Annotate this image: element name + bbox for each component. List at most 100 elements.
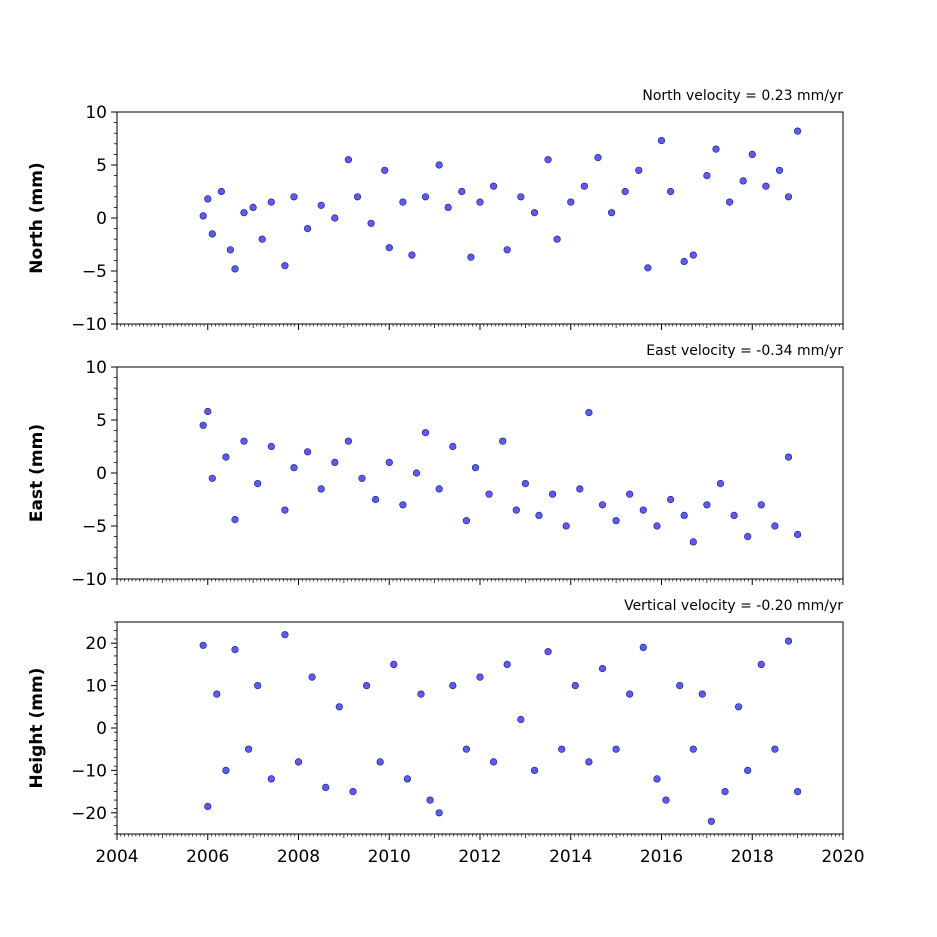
height-y-axis-label: Height (mm) xyxy=(27,668,47,789)
north-data-point xyxy=(580,182,589,190)
height-data-point xyxy=(199,641,207,649)
east-plot-frame xyxy=(116,366,844,580)
north-y-tick-label: 5 xyxy=(96,156,107,176)
north-data-point xyxy=(517,193,525,201)
east-y-tick-label: −5 xyxy=(82,517,107,537)
north-data-point xyxy=(435,161,443,169)
north-data-point xyxy=(607,209,616,217)
height-data-point xyxy=(734,703,743,711)
east-data-point xyxy=(290,464,298,472)
east-data-point xyxy=(208,474,216,482)
height-x-tick-label: 2008 xyxy=(277,847,320,867)
north-data-point xyxy=(381,166,389,174)
east-panel-title: East velocity = -0.34 mm/yr xyxy=(646,343,843,359)
height-x-tick-label: 2020 xyxy=(821,847,864,867)
east-data-point xyxy=(267,442,275,451)
north-data-point xyxy=(458,187,466,196)
east-data-point xyxy=(222,453,230,461)
height-x-tick-label: 2004 xyxy=(95,847,138,867)
east-data-point xyxy=(385,458,393,467)
east-data-point xyxy=(793,530,802,539)
east-data-point xyxy=(535,511,543,520)
height-data-point xyxy=(426,796,434,804)
height-data-point xyxy=(335,703,343,711)
height-data-point xyxy=(530,766,539,775)
north-data-point xyxy=(204,195,212,203)
east-data-point xyxy=(512,506,520,514)
height-x-tick-label: 2010 xyxy=(368,847,411,867)
east-data-point xyxy=(204,407,212,416)
north-data-point xyxy=(385,244,393,252)
height-panel-title: Vertical velocity = -0.20 mm/yr xyxy=(624,598,843,614)
north-data-point xyxy=(344,156,353,164)
height-data-point xyxy=(626,690,634,698)
east-data-point xyxy=(653,522,661,530)
east-data-point xyxy=(689,538,697,546)
height-data-point xyxy=(403,775,412,783)
height-y-tick-label: 20 xyxy=(85,634,107,654)
east-data-point xyxy=(281,506,289,514)
north-data-point xyxy=(689,251,697,259)
north-data-point xyxy=(762,182,770,190)
north-data-point xyxy=(258,235,266,243)
height-data-point xyxy=(771,745,779,753)
east-data-point xyxy=(639,506,647,514)
height-x-tick-label: 2006 xyxy=(186,847,229,867)
east-data-point xyxy=(521,480,530,488)
north-data-point xyxy=(240,209,248,217)
east-data-point xyxy=(598,501,607,509)
height-data-point xyxy=(689,745,697,753)
east-data-point xyxy=(304,448,312,456)
height-data-point xyxy=(517,715,525,724)
height-data-point xyxy=(435,809,443,817)
east-data-point xyxy=(435,485,443,493)
height-data-point xyxy=(449,681,457,690)
height-data-point xyxy=(222,766,230,775)
height-data-points xyxy=(199,631,802,825)
north-data-point xyxy=(421,193,430,201)
height-data-point xyxy=(721,787,729,796)
east-data-point xyxy=(317,485,325,493)
height-data-point xyxy=(757,660,765,669)
east-data-point xyxy=(680,511,688,520)
east-data-point xyxy=(399,501,407,509)
height-y-tick-label: −10 xyxy=(71,761,107,781)
north-data-point xyxy=(544,156,552,164)
height-data-point xyxy=(503,660,511,669)
north-data-point xyxy=(530,209,539,217)
height-x-tick-label: 2016 xyxy=(640,847,683,867)
east-y-tick-label: 10 xyxy=(85,358,107,378)
east-data-point xyxy=(199,421,207,429)
north-data-point xyxy=(231,265,239,273)
north-data-point xyxy=(208,230,216,238)
north-data-point xyxy=(680,257,688,266)
height-data-point xyxy=(294,758,303,766)
east-data-point xyxy=(412,469,421,477)
height-data-point xyxy=(653,775,661,783)
east-data-point xyxy=(576,485,584,493)
north-y-tick-label: −10 xyxy=(71,315,107,335)
north-data-point xyxy=(784,193,793,201)
east-data-point xyxy=(730,511,738,520)
north-data-point xyxy=(657,137,666,145)
north-data-point xyxy=(249,203,257,211)
height-data-point xyxy=(490,758,498,766)
north-y-tick-label: 10 xyxy=(85,103,107,123)
east-data-point xyxy=(231,515,239,524)
east-panel: East velocity = -0.34 mm/yr East (mm) −1… xyxy=(27,343,844,590)
height-panel: Vertical velocity = -0.20 mm/yr Height (… xyxy=(27,598,865,867)
north-data-point xyxy=(444,203,452,211)
height-data-point xyxy=(308,673,316,681)
north-data-point xyxy=(703,172,711,180)
north-data-point xyxy=(290,193,298,201)
north-data-point xyxy=(281,262,289,270)
east-data-point xyxy=(449,442,457,451)
height-data-point xyxy=(784,637,793,645)
height-data-point xyxy=(231,645,239,654)
east-data-point xyxy=(744,532,752,541)
east-data-point xyxy=(485,490,493,498)
east-data-points xyxy=(199,407,802,546)
east-data-point xyxy=(471,464,480,472)
height-data-point xyxy=(707,817,716,825)
